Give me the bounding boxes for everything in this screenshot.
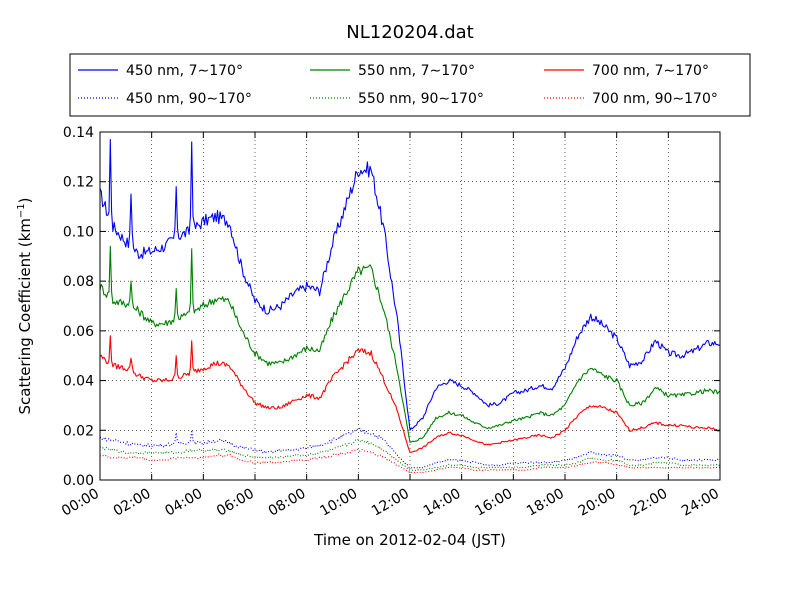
- y-tick-label: 0.08: [63, 274, 94, 290]
- x-tick-label: 08:00: [266, 486, 309, 520]
- x-axis-label: Time on 2012-02-04 (JST): [313, 531, 506, 549]
- y-axis-label: Scattering Coefficient (km−1): [16, 197, 34, 414]
- x-tick-labels: 00:00 02:00 04:00 06:00 08:00 10:00 12:00 14:00…: [59, 486, 722, 520]
- y-tick-label: 0.12: [63, 175, 94, 191]
- legend-label-6: 700 nm, 90∼170°: [592, 91, 718, 107]
- legend-items: 450 nm, 7∼170° 550 nm, 7∼170° 700 nm, 7∼17…: [78, 63, 718, 107]
- y-tick-label: 0.14: [63, 125, 94, 141]
- x-tick-label: 22:00: [627, 486, 670, 520]
- y-tick-label: 0.06: [63, 324, 94, 340]
- y-tick-label: 0.10: [63, 224, 94, 240]
- x-tick-label: 02:00: [111, 486, 154, 520]
- series-line-5: [99, 438, 721, 472]
- legend-label-2: 550 nm, 7∼170°: [358, 63, 475, 79]
- legend-label-3: 700 nm, 7∼170°: [592, 63, 709, 79]
- legend-label-4: 450 nm, 90∼170°: [126, 91, 252, 107]
- plot-background: [100, 132, 720, 480]
- x-tick-label: 16:00: [472, 486, 515, 520]
- y-tick-labels: 0.00 0.02 0.04 0.06 0.08 0.10 0.12 0.14: [63, 125, 94, 489]
- legend-label-5: 550 nm, 90∼170°: [358, 91, 484, 107]
- plot-area: [99, 131, 721, 481]
- series-line-1: [99, 138, 721, 431]
- x-tick-label: 10:00: [317, 486, 360, 520]
- x-tick-label: 12:00: [369, 486, 412, 520]
- x-tick-label: 00:00: [59, 486, 102, 520]
- legend-label-1: 450 nm, 7∼170°: [126, 63, 243, 79]
- x-tick-label: 06:00: [214, 486, 257, 520]
- legend: 450 nm, 7∼170° 550 nm, 7∼170° 700 nm, 7∼17…: [69, 53, 751, 117]
- y-axis-label-sup: −1: [16, 203, 27, 218]
- y-tick-label: 0.02: [63, 423, 94, 439]
- series-line-6: [99, 448, 721, 474]
- y-axis-label-suffix: ): [16, 197, 34, 203]
- x-tick-label: 18:00: [524, 486, 567, 520]
- x-tick-label: 20:00: [576, 486, 619, 520]
- legend-box: [69, 53, 751, 117]
- y-tick-label: 0.04: [63, 374, 94, 390]
- series-line-2: [99, 245, 721, 443]
- chart-title: NL120204.dat: [346, 22, 473, 43]
- x-tick-label: 14:00: [421, 486, 464, 520]
- x-tick-label: 04:00: [162, 486, 205, 520]
- x-tick-label: 24:00: [679, 486, 722, 520]
- y-tick-label: 0.00: [63, 473, 94, 489]
- ticks: [99, 131, 721, 481]
- y-axis-label-main: Scattering Coefficient (km: [16, 218, 34, 414]
- series-line-3: [99, 335, 721, 453]
- series-lines: [99, 138, 721, 474]
